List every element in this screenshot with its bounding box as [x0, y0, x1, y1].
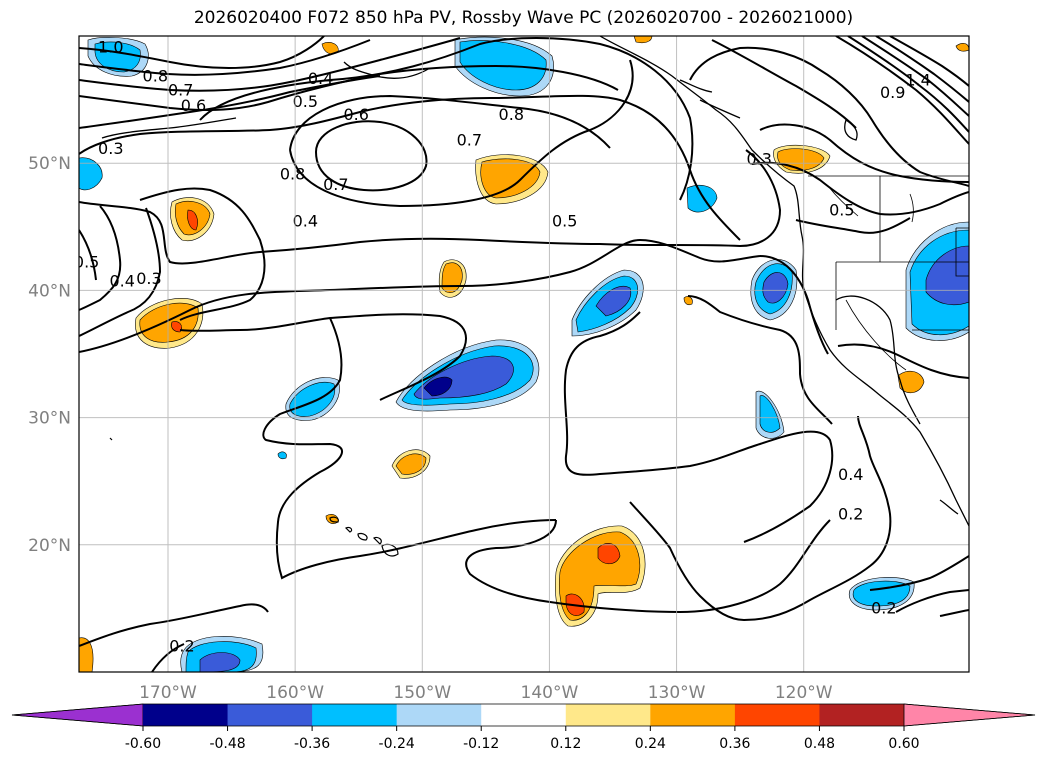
lat-lon-grid: [79, 36, 969, 672]
colorbar-bin: [650, 704, 736, 726]
colorbar-bin: [481, 704, 567, 726]
contour-label: 0.5: [74, 252, 99, 271]
contour-label: 1.4: [905, 71, 930, 90]
pv-contours: [79, 36, 969, 672]
contour-label: 0.7: [457, 130, 482, 149]
colorbar-bin: [396, 704, 482, 726]
contour-label: 0.6: [181, 96, 206, 115]
colorbar-tick-label: -0.24: [379, 736, 415, 752]
colorbar-bin: [734, 704, 820, 726]
colorbar-tick-label: -0.36: [294, 736, 330, 752]
map-title: 2026020400 F072 850 hPa PV, Rossby Wave …: [193, 8, 854, 28]
colorbar-tick-label: 0.24: [635, 736, 666, 752]
colorbar-tick-label: -0.12: [463, 736, 499, 752]
colorbar-over-extension: [903, 703, 1036, 727]
colorbar-tick-label: 0.60: [888, 736, 919, 752]
colorbar-bin: [312, 704, 398, 726]
lon-tick-label: 150°W: [393, 683, 451, 703]
contour-label: 1.0: [98, 37, 123, 56]
contour-label: 0.6: [343, 105, 368, 124]
rossby-wave-anomaly-shading: [79, 36, 969, 672]
lon-tick-label: 160°W: [266, 683, 324, 703]
lat-tick-label: 40°N: [28, 281, 71, 301]
lon-tick-label: 140°W: [521, 683, 579, 703]
map-plot-area: 1.00.80.70.60.40.50.6 0.80.70.80.70.4 0.50…: [74, 36, 969, 672]
lon-tick-label: 130°W: [648, 683, 706, 703]
map-frame: [78, 35, 970, 673]
contour-label: 0.8: [280, 165, 305, 184]
colorbar-bin: [565, 704, 651, 726]
contour-label: 0.5: [829, 200, 854, 219]
lat-tick-label: 50°N: [28, 154, 71, 174]
contour-label: 0.2: [838, 504, 863, 523]
colorbar-tick-label: -0.48: [209, 736, 245, 752]
contour-label: 0.3: [136, 269, 161, 288]
contour-label: 0.3: [98, 139, 123, 158]
colorbar: -0.60 -0.48 -0.36 -0.24 -0.12 0.12 0.24 0.36 0.4…: [11, 703, 1036, 752]
contour-label: 0.4: [838, 465, 863, 484]
colorbar-tick-label: 0.36: [719, 736, 750, 752]
contour-label: 0.3: [746, 149, 771, 168]
contour-label: 0.7: [168, 81, 193, 100]
colorbar-tick-label: 0.48: [804, 736, 835, 752]
contour-label: 0.8: [499, 105, 524, 124]
contour-label: 0.4: [293, 212, 318, 231]
contour-label: 0.8: [143, 67, 168, 86]
contour-label: 0.4: [110, 271, 135, 290]
contour-label: 0.4: [308, 69, 333, 88]
colorbar-tick-label: -0.60: [125, 736, 161, 752]
contour-label: 0.2: [169, 637, 194, 656]
colorbar-bin: [227, 704, 313, 726]
colorbar-bin: [819, 704, 905, 726]
longitude-tick-labels: 170°W 160°W 150°W 140°W 130°W 120°W: [139, 683, 833, 703]
contour-label: 0.9: [880, 83, 905, 102]
latitude-tick-labels: 20°N 30°N 40°N 50°N: [28, 154, 71, 556]
lat-tick-label: 30°N: [28, 409, 71, 429]
contour-label: 0.7: [323, 175, 348, 194]
colorbar-under-extension: [11, 703, 144, 727]
lon-tick-label: 170°W: [139, 683, 197, 703]
contour-label: 0.2: [871, 598, 896, 617]
contour-label: 0.5: [293, 92, 318, 111]
pv-contour-labels: 1.00.80.70.60.40.50.6 0.80.70.80.70.4 0.50…: [74, 37, 931, 656]
contour-label: 0.5: [552, 212, 577, 231]
colorbar-tick-label: 0.12: [550, 736, 581, 752]
lon-tick-label: 120°W: [775, 683, 833, 703]
colorbar-bin: [143, 704, 229, 726]
lat-tick-label: 20°N: [28, 536, 71, 556]
